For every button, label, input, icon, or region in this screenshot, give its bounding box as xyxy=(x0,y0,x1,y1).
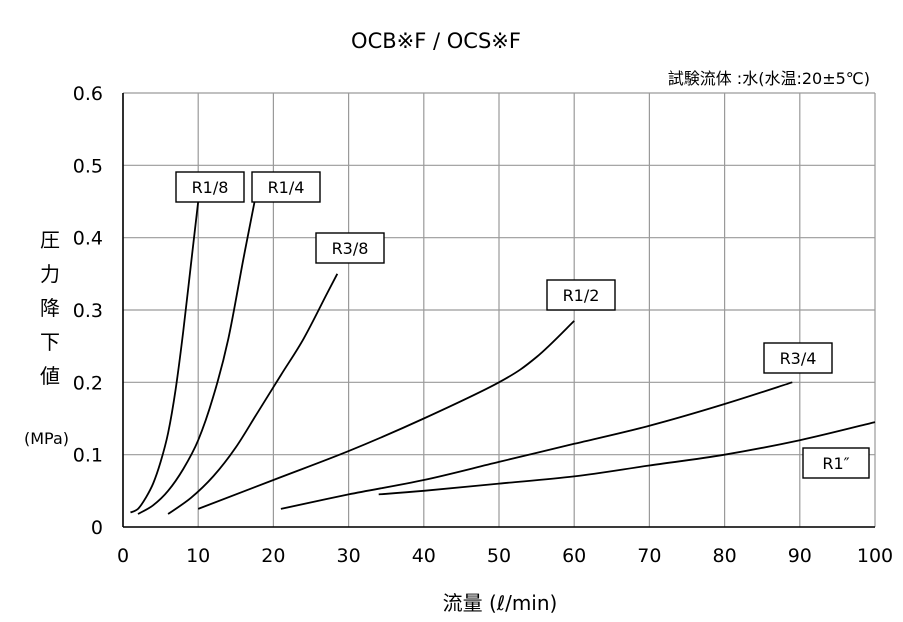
series-curve-1 xyxy=(130,201,200,514)
test-fluid-note: 試験流体 :水(水温:20±5℃) xyxy=(668,69,870,88)
series-label-3: R3/8 xyxy=(315,232,385,264)
x-tick-label: 60 xyxy=(562,545,586,567)
series-label-text: R1/8 xyxy=(192,178,229,197)
series-label-box xyxy=(175,171,245,203)
series-label-box xyxy=(763,342,833,374)
chart-title: OCB※F / OCS※F xyxy=(351,29,521,53)
y-tick-label: 0.2 xyxy=(73,372,103,394)
x-tick-labels: 0 10 20 30 40 50 60 70 80 90 100 xyxy=(117,545,893,567)
x-tick-label: 10 xyxy=(186,545,210,567)
y-tick-label: 0.1 xyxy=(73,445,103,467)
series-label-4: R1/2 xyxy=(546,279,616,311)
series-label-box xyxy=(802,447,870,479)
x-tick-label: 0 xyxy=(117,545,129,567)
series-curve-4 xyxy=(197,320,575,510)
series-label-text: R1/4 xyxy=(268,178,305,197)
x-tick-label: 50 xyxy=(487,545,511,567)
y-tick-label: 0.4 xyxy=(73,228,103,250)
x-tick-label: 100 xyxy=(857,545,893,567)
y-axis-label: 圧力降下値 xyxy=(40,228,60,388)
series-label-text: R3/8 xyxy=(332,239,369,258)
series-label-5: R3/4 xyxy=(763,342,833,374)
series-label-6: R1″ xyxy=(802,447,870,479)
axes xyxy=(122,93,875,528)
y-tick-label: 0 xyxy=(91,517,103,539)
y-axis-unit: (MPa) xyxy=(24,429,69,448)
series-label-text: R1″ xyxy=(822,454,849,473)
y-tick-labels: 0 0.1 0.2 0.3 0.4 0.5 0.6 xyxy=(73,83,103,539)
series-labels: R1/8 R1/4 R3/8 R1/2 R3/4 R1″ xyxy=(175,171,870,479)
series-curve-2 xyxy=(137,201,256,515)
series-label-text: R3/4 xyxy=(780,349,817,368)
series-curves xyxy=(130,201,876,515)
x-tick-label: 70 xyxy=(637,545,661,567)
series-curve-3 xyxy=(167,273,339,515)
series-label-1: R1/8 xyxy=(175,171,245,203)
series-label-box xyxy=(251,171,321,203)
y-tick-label: 0.5 xyxy=(73,155,103,177)
x-tick-label: 40 xyxy=(412,545,436,567)
series-label-box xyxy=(315,232,385,264)
x-tick-label: 90 xyxy=(788,545,812,567)
x-tick-label: 80 xyxy=(713,545,737,567)
x-axis-label: 流量 (ℓ/min) xyxy=(443,591,558,615)
series-label-2: R1/4 xyxy=(251,171,321,203)
series-label-text: R1/2 xyxy=(563,286,600,305)
x-tick-label: 30 xyxy=(337,545,361,567)
y-tick-label: 0.3 xyxy=(73,300,103,322)
series-label-box xyxy=(546,279,616,311)
x-tick-label: 20 xyxy=(261,545,285,567)
series-curve-5 xyxy=(280,381,793,510)
y-tick-label: 0.6 xyxy=(73,83,103,105)
series-curve-6 xyxy=(378,421,876,496)
